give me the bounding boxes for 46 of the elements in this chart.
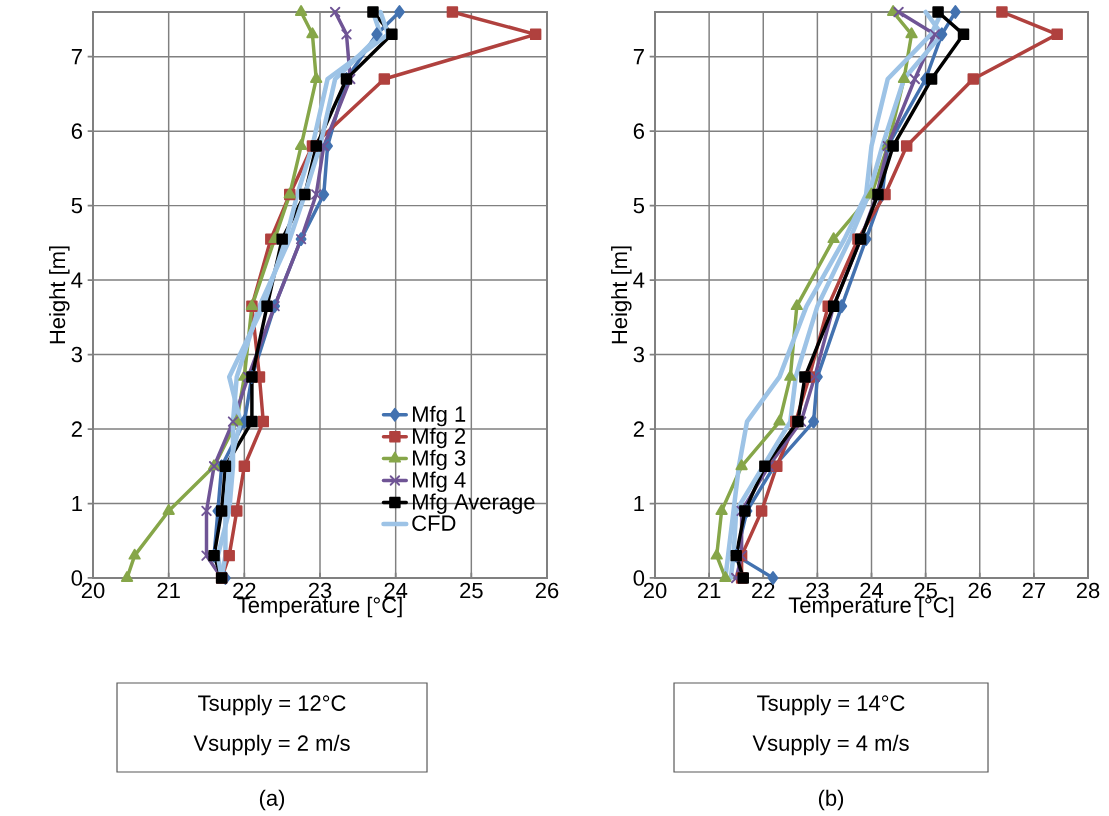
y-tick-label: 1 — [634, 495, 644, 512]
y-tick-label: 2 — [71, 421, 82, 437]
x-tick-label: 21 — [157, 582, 180, 599]
x-tick-label: 21 — [698, 582, 721, 599]
legend-label: Mfg Average — [413, 493, 535, 514]
y-tick-label: 0 — [71, 570, 83, 586]
text: Vsupply = 2 m/s — [193, 734, 350, 756]
x-tick-label: 26 — [968, 582, 992, 599]
y-tick-label: 5 — [71, 197, 83, 214]
x-tick-label: 22 — [752, 582, 775, 599]
y-tick-label: 6 — [71, 123, 82, 139]
legend-label: Mfg 3 — [413, 449, 466, 471]
legend-label: Mfg 4 — [413, 471, 466, 493]
x-tick-label: 22 — [233, 582, 256, 599]
x-tick-label: 23 — [806, 582, 829, 599]
y-tick-label: 1 — [72, 495, 82, 512]
legend-label: Mfg 1 — [413, 405, 466, 427]
x-tick-label: 27 — [1022, 582, 1045, 599]
text: Vsupply = 4 m/s — [752, 734, 909, 756]
y-tick-label: 3 — [633, 346, 644, 363]
text: (a) — [259, 789, 285, 811]
y-tick-label: 2 — [633, 421, 644, 437]
x-tick-label: 25 — [460, 582, 483, 599]
y-axis-title: Height [m] — [49, 246, 70, 344]
y-tick-label: 0 — [633, 570, 645, 586]
x-tick-label: 20 — [81, 582, 105, 599]
x-tick-label: 24 — [384, 582, 408, 599]
y-tick-label: 3 — [71, 346, 82, 363]
x-tick-label: 28 — [1076, 582, 1100, 599]
text: Tsupply = 12°C — [198, 694, 346, 716]
x-tick-label: 20 — [643, 582, 667, 599]
x-tick-label: 24 — [860, 582, 884, 599]
y-axis-title: Height [m] — [611, 246, 632, 344]
y-tick-label: 7 — [633, 49, 644, 65]
legend-label: CFD — [412, 515, 456, 531]
y-tick-label: 5 — [633, 197, 645, 214]
y-tick-label: 6 — [633, 123, 644, 139]
text: (b) — [818, 789, 844, 811]
y-tick-label: 4 — [633, 272, 645, 288]
x-tick-label: 23 — [308, 582, 332, 599]
y-tick-label: 7 — [71, 49, 82, 65]
legend-label: Mfg 2 — [413, 427, 466, 449]
y-tick-label: 4 — [71, 272, 83, 288]
x-tick-label: 26 — [535, 582, 559, 599]
x-axis-title: Temperature [°C] — [237, 596, 402, 618]
text: Tsupply = 14°C — [757, 694, 905, 716]
